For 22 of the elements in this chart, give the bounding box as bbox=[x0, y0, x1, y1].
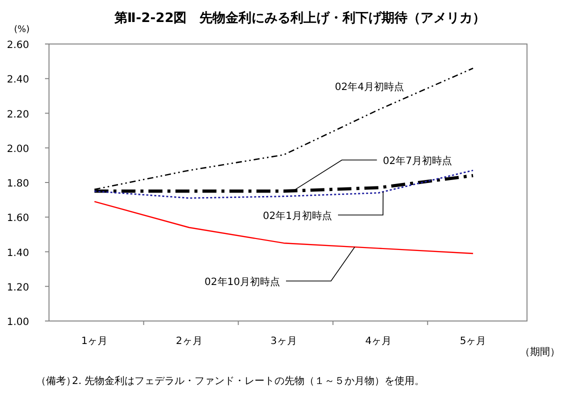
chart-title: 第Ⅱ-2-22図 先物金利にみる利上げ・利下げ期待（アメリカ） bbox=[113, 10, 486, 26]
text: 2. 先物金利はフェデラル・ファンド・レートの先物（１～５か月物）を使用。 bbox=[72, 375, 425, 387]
y-tick-label: 1.20 bbox=[6, 282, 30, 294]
y-tick-label: 1.00 bbox=[6, 317, 30, 328]
x-tick-label: 1ヶ月 bbox=[81, 336, 108, 347]
x-tick-label: 3ヶ月 bbox=[270, 336, 297, 347]
y-tick-label: 2.40 bbox=[6, 74, 30, 86]
y-axis-title: (%) bbox=[14, 25, 30, 35]
y-tick-label: 1.60 bbox=[6, 213, 30, 224]
y-tick-label: 1.80 bbox=[6, 178, 30, 190]
x-tick-label: 4ヶ月 bbox=[365, 336, 392, 347]
x-axis-title: （期間） bbox=[520, 346, 560, 358]
y-tick-label: 2.60 bbox=[6, 40, 30, 51]
series-label: 02年1月初時点 bbox=[262, 210, 332, 222]
x-tick-label: 2ヶ月 bbox=[176, 336, 202, 347]
y-tick-label: 1.40 bbox=[6, 248, 30, 259]
y-tick-label: 2.20 bbox=[6, 109, 30, 120]
series-label: 02年4月初時点 bbox=[334, 81, 404, 93]
text: 02年10月初時点 bbox=[204, 276, 280, 288]
x-tick-label: 5ヶ月 bbox=[460, 336, 486, 347]
y-tick-label: 2.00 bbox=[6, 144, 30, 155]
series-label: 02年7月初時点 bbox=[382, 155, 452, 167]
